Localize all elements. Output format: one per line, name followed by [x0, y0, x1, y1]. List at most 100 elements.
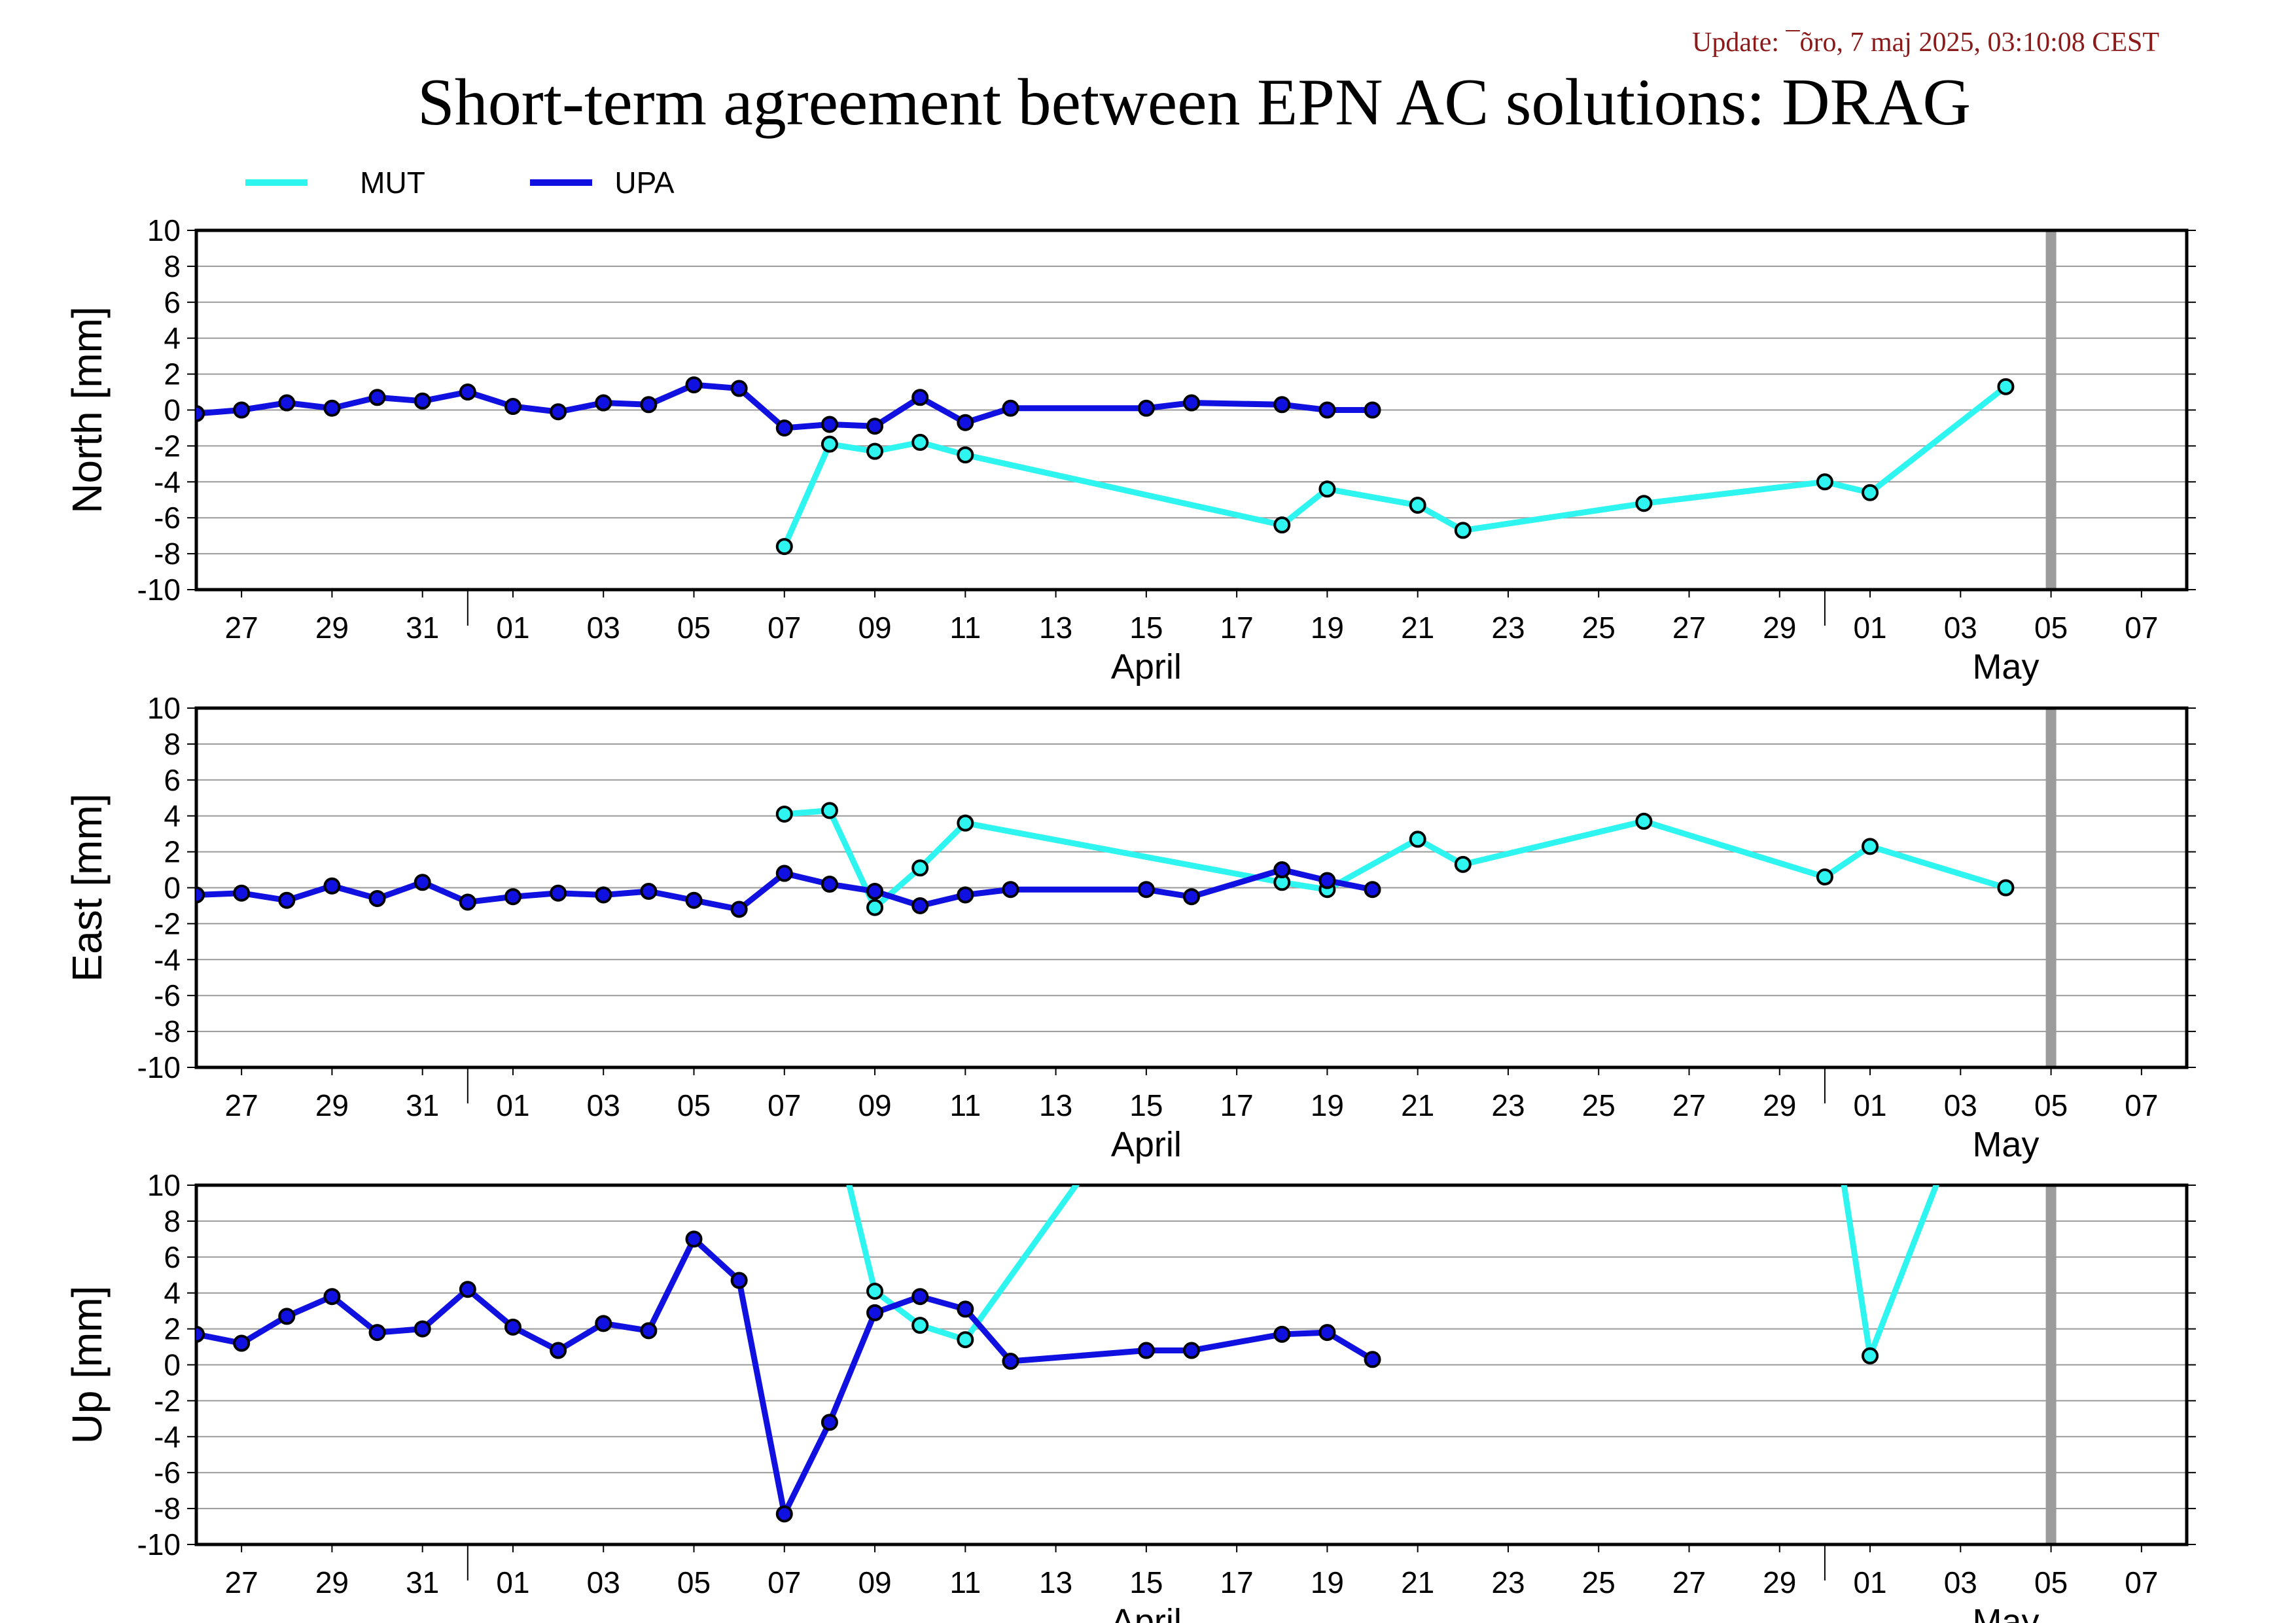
data-point-upa	[957, 1300, 974, 1318]
y-tick-label: -6	[154, 1455, 181, 1489]
data-point-mut	[1816, 473, 1833, 491]
data-point-upa	[368, 1324, 386, 1342]
data-point-mut	[1275, 891, 1289, 905]
x-tick-label: 13	[1039, 611, 1072, 645]
data-point-upa	[323, 1288, 341, 1306]
data-point-upa	[911, 1288, 929, 1306]
y-tick-label: 4	[164, 321, 181, 355]
data-point-upa	[414, 392, 431, 410]
data-point-mut	[1273, 516, 1291, 534]
y-tick-label: -6	[154, 501, 181, 535]
data-point-upa	[368, 889, 386, 907]
x-tick-label: 01	[496, 611, 529, 645]
y-tick-label: 2	[164, 1312, 181, 1346]
data-point-mut	[1635, 812, 1653, 830]
y-tick-label: -6	[154, 978, 181, 1012]
x-tick-label: 01	[1853, 1565, 1886, 1599]
x-tick-label: 29	[315, 1088, 349, 1122]
x-tick-label: 15	[1129, 1088, 1163, 1122]
legend: MUT UPA	[245, 166, 675, 200]
data-point-mut	[775, 805, 793, 823]
data-point-upa	[685, 1230, 703, 1248]
x-tick-label: 17	[1220, 1565, 1254, 1599]
y-tick-label: -8	[154, 1014, 181, 1048]
data-point-upa	[278, 891, 296, 909]
data-point-upa	[1364, 1351, 1381, 1368]
x-tick-label: 21	[1401, 1088, 1434, 1122]
legend-label-upa: UPA	[614, 166, 674, 200]
series-group	[196, 376, 2015, 556]
data-point-upa	[1183, 394, 1200, 412]
data-point-upa	[1183, 1342, 1200, 1359]
x-tick-label: 27	[225, 611, 258, 645]
x-tick-label: 11	[949, 1565, 981, 1599]
x-tick-label: 27	[225, 1088, 258, 1122]
x-tick-label: 03	[587, 1565, 620, 1599]
x-tick-label: 05	[2034, 1088, 2068, 1122]
data-point-upa	[595, 886, 612, 904]
data-point-mut	[866, 442, 884, 460]
y-tick-label: -2	[154, 429, 181, 463]
data-point-mut	[1997, 378, 2015, 395]
data-point-upa	[504, 398, 521, 416]
y-tick-label: 6	[164, 285, 181, 319]
data-point-upa	[550, 403, 567, 421]
data-point-upa	[278, 1308, 296, 1325]
data-point-upa	[233, 884, 251, 902]
y-tick-label: 6	[164, 763, 181, 797]
y-axis-label: Up [mm]	[63, 1286, 111, 1444]
data-point-mut	[1862, 838, 1879, 855]
y-tick-label: -4	[154, 465, 181, 499]
data-point-upa	[1183, 888, 1200, 906]
x-tick-label: 01	[1853, 1088, 1886, 1122]
x-tick-label: 17	[1220, 1088, 1254, 1122]
data-point-mut	[777, 908, 792, 923]
y-tick-label: 2	[164, 357, 181, 391]
x-tick-label: 03	[587, 1088, 620, 1122]
data-point-mut	[1635, 495, 1653, 512]
data-point-upa	[1137, 1342, 1155, 1359]
data-point-upa	[911, 897, 929, 914]
data-point-mut	[821, 435, 838, 453]
month-label: April	[1111, 647, 1182, 687]
x-tick-label: 23	[1491, 611, 1525, 645]
data-point-mut	[911, 1317, 929, 1334]
data-point-mut	[1997, 879, 2015, 897]
series-group	[196, 891, 2013, 1523]
data-point-upa	[196, 404, 205, 422]
data-point-upa	[866, 1304, 884, 1321]
data-point-mut	[1862, 484, 1879, 501]
data-point-upa	[1137, 399, 1155, 417]
x-tick-label: 21	[1401, 611, 1434, 645]
data-point-mut	[1409, 830, 1426, 848]
y-tick-label: -2	[154, 1383, 181, 1418]
y-tick-label: 10	[147, 1168, 181, 1202]
data-point-upa	[1137, 881, 1155, 899]
data-point-upa	[821, 1414, 838, 1431]
data-point-upa	[640, 396, 658, 414]
x-tick-label: 19	[1311, 611, 1344, 645]
data-point-upa	[730, 901, 748, 918]
data-point-upa	[957, 886, 974, 904]
month-label: May	[1972, 1125, 2039, 1164]
data-point-upa	[368, 389, 386, 406]
y-tick-label: 0	[164, 393, 181, 427]
data-point-mut	[1998, 999, 2013, 1013]
data-point-upa	[821, 876, 838, 893]
data-point-upa	[414, 1320, 431, 1338]
x-tick-label: 27	[225, 1565, 258, 1599]
data-point-mut	[957, 446, 974, 464]
x-tick-label: 25	[1582, 1565, 1616, 1599]
x-tick-label: 17	[1220, 611, 1254, 645]
series-line-mut	[846, 1185, 1939, 1359]
current-date-marker	[2045, 1185, 2057, 1544]
data-point-upa	[459, 893, 476, 911]
update-timestamp: Update: ¯õro, 7 maj 2025, 03:10:08 CEST	[1692, 27, 2159, 58]
data-point-upa	[504, 1318, 521, 1336]
x-tick-label: 03	[587, 611, 620, 645]
y-tick-label: 10	[147, 691, 181, 725]
y-tick-label: 8	[164, 1204, 181, 1238]
y-tick-label: -2	[154, 906, 181, 940]
x-tick-label: 07	[2125, 611, 2158, 645]
